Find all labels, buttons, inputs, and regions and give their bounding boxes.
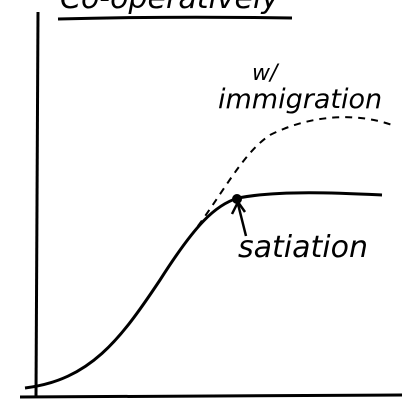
immigration-label: immigration xyxy=(218,84,382,115)
arrow xyxy=(230,199,248,237)
satiation-curve xyxy=(24,191,383,390)
y-axis xyxy=(34,11,40,397)
title-underline xyxy=(57,15,293,21)
title: Co-operatively xyxy=(60,0,280,16)
immigration-prefix: w/ xyxy=(252,61,280,86)
immigration-curve xyxy=(181,116,393,248)
satiation-point xyxy=(232,194,242,204)
satiation-label: satiation xyxy=(238,230,368,265)
x-axis xyxy=(19,393,403,399)
